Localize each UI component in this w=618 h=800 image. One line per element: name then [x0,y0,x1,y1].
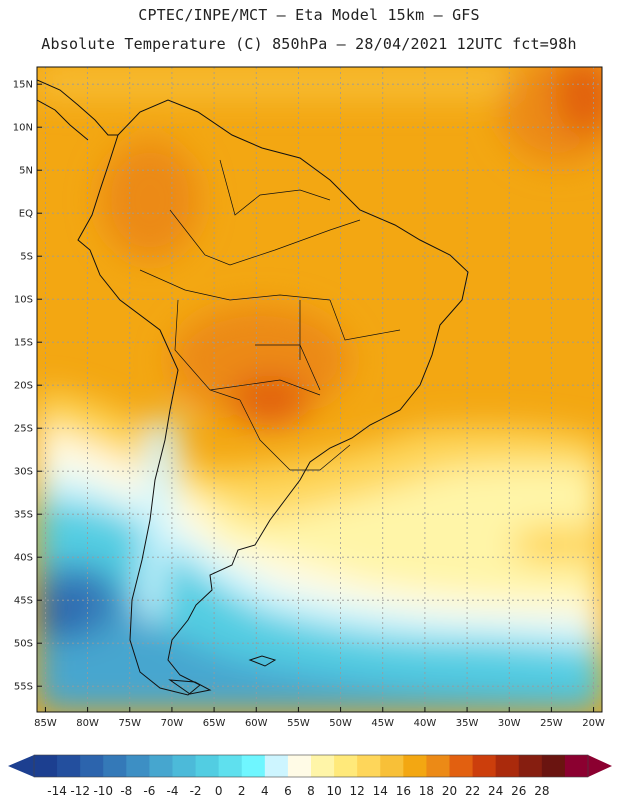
colorbar-swatch [334,755,358,777]
map-title-line-2: Absolute Temperature (C) 850hPa – 28/04/… [41,35,577,53]
colorbar-swatch [57,755,81,777]
colorbar-label: 4 [261,784,269,798]
colorbar-label: -12 [70,784,90,798]
colorbar-swatch [472,755,497,777]
colorbar-label: 20 [442,784,457,798]
longitude-label: 75W [118,718,141,729]
colorbar-label: -2 [190,784,202,798]
colorbar-over-arrow [588,755,612,777]
latitude-label: 5S [20,252,33,263]
latitude-labels: 15N 10N 5N EQ 5S 10S 15S 20S 25S 30S 35S 40S 45S 50S 5… [13,80,42,693]
colorbar-swatch [241,755,266,777]
colorbar-label: 16 [396,784,411,798]
colorbar-label: 8 [307,784,315,798]
longitude-label: 35W [456,718,479,729]
longitude-label: 30W [498,718,521,729]
graticule-grid [37,67,602,712]
latitude-label: 35S [14,510,33,521]
colorbar-swatch [311,755,335,777]
colorbar-swatch [103,755,127,777]
colorbar-swatch [80,755,104,777]
colorbar-label: 14 [373,784,388,798]
colorbar-label: 10 [326,784,341,798]
latitude-label: 25S [14,424,33,435]
latitude-label: 10S [14,295,33,306]
colorbar-swatch [564,755,589,777]
longitude-label: 60W [245,718,268,729]
longitude-label: 40W [414,718,437,729]
colorbar-swatch [34,755,58,777]
colorbar-swatch [172,755,197,777]
colorbar-label: -8 [120,784,132,798]
colorbar-swatch [357,755,381,777]
colorbar-label: 28 [534,784,549,798]
longitude-label: 65W [203,718,226,729]
tierra-del-fuego [168,679,212,695]
longitude-labels: 85W 80W 75W 70W 65W 60W 55W 50W 45W 40W 35W 30W 25W 2… [34,707,605,729]
longitude-label: 70W [161,718,184,729]
colorbar-label: 0 [215,784,223,798]
colorbar-swatch [218,755,243,777]
colorbar-label: 22 [465,784,480,798]
longitude-label: 55W [287,718,310,729]
country-borders [139,159,401,471]
latitude-label: 5N [19,166,33,177]
map-title-line-1: CPTEC/INPE/MCT – Eta Model 15km – GFS [138,6,480,24]
longitude-label: 80W [76,718,99,729]
colorbar-swatch [195,755,220,777]
longitude-label: 45W [371,718,394,729]
colorbar-swatch [264,755,289,777]
colorbar-label: -4 [167,784,179,798]
colorbar-under-arrow [8,755,34,777]
central-america-coastline [37,79,118,141]
colorbar-swatch [149,755,173,777]
temperature-field [37,67,602,712]
colorbar-swatch [495,755,520,777]
colorbar-swatch [380,755,404,777]
colorbar-label: -14 [47,784,67,798]
colorbar-label: 24 [488,784,503,798]
latitude-label: 20S [14,381,33,392]
colorbar-label: 12 [350,784,365,798]
coastlines-and-borders [37,79,469,696]
south-america-coastline [77,99,469,696]
latitude-label: 10N [13,123,33,134]
latitude-label: 15N [13,80,33,91]
latitude-label: 15S [14,338,33,349]
colorbar-swatch [518,755,543,777]
colorbar-swatch [126,755,150,777]
colorbar-swatch [449,755,474,777]
colorbar-outline [33,754,589,778]
colorbar-label: 6 [284,784,292,798]
longitude-label: 20W [582,718,605,729]
colorbar-swatch [426,755,450,777]
latitude-label: 30S [14,467,33,478]
latitude-label: 45S [14,596,33,607]
latitude-label: 40S [14,553,33,564]
colorbar-label: -6 [143,784,155,798]
latitude-label: 50S [14,639,33,650]
colorbar-label: 2 [238,784,246,798]
longitude-label: 25W [540,718,563,729]
longitude-label: 85W [34,718,57,729]
falkland-islands [248,655,277,667]
latitude-label: EQ [19,209,33,220]
colorbar-label: -10 [93,784,113,798]
map-frame [36,66,603,713]
colorbar-swatch [287,755,312,777]
longitude-label: 50W [329,718,352,729]
colorbar-label: 18 [419,784,434,798]
temperature-colorbar: -14 -12 -10 -8 -6 -4 -2 0 2 4 6 8 10 12 14 16 18 20 22 24 26… [8,754,612,798]
colorbar-swatch [541,755,566,777]
colorbar-label: 26 [511,784,526,798]
latitude-label: 55S [14,682,33,693]
colorbar-swatch [403,755,427,777]
